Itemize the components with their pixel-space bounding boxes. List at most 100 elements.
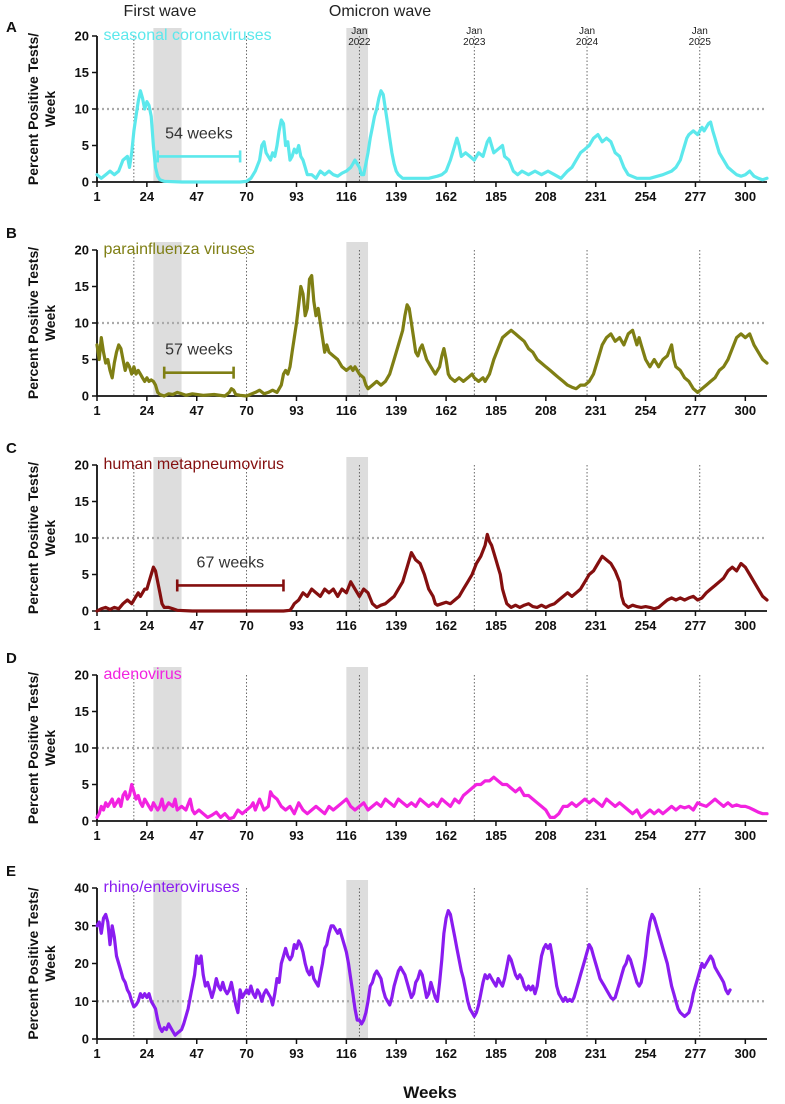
x-tick-label: 93 xyxy=(289,189,303,204)
series-name-label: seasonal coronaviruses xyxy=(104,27,272,44)
year-marker-label: Jan 2024 xyxy=(576,26,599,48)
series-name-label: human metapneumovirus xyxy=(104,456,285,473)
panel-letter-d: D xyxy=(6,650,17,667)
y-tick-label: 20 xyxy=(75,243,89,258)
x-tick-label: 231 xyxy=(585,618,607,633)
x-tick-label: 139 xyxy=(385,618,407,633)
x-tick-label: 116 xyxy=(336,403,357,418)
x-tick-label: 254 xyxy=(635,189,657,204)
x-tick-label: 24 xyxy=(140,828,155,843)
y-tick-label: 5 xyxy=(82,777,89,792)
x-tick-label: 185 xyxy=(485,618,507,633)
panel-c: 0 5 10 15 20 1 24 47 70 93 116 139 162 185 208 231 254 27… xyxy=(6,440,769,633)
x-tick-label: 208 xyxy=(535,828,557,843)
y-tick-label: 15 xyxy=(75,279,89,294)
y-axis-title: Percent Positive Tests/Week xyxy=(25,672,58,824)
y-tick-label: 20 xyxy=(75,956,89,971)
x-tick-label: 300 xyxy=(734,1046,756,1061)
y-tick-label: 15 xyxy=(75,704,89,719)
x-tick-label: 254 xyxy=(635,618,657,633)
x-tick-label: 300 xyxy=(734,189,756,204)
shaded-period-omicron-wave xyxy=(346,28,369,182)
x-tick-label: 24 xyxy=(140,403,155,418)
gap-label: 57 weeks xyxy=(165,342,233,359)
series-name-label: adenovirus xyxy=(104,666,182,683)
x-tick-label: 1 xyxy=(93,189,100,204)
series-line xyxy=(95,89,769,184)
shaded-period-omicron-wave xyxy=(346,457,369,611)
x-tick-label: 254 xyxy=(635,1046,657,1061)
y-tick-label: 20 xyxy=(75,668,89,683)
x-tick-label: 47 xyxy=(190,1046,204,1061)
x-tick-label: 139 xyxy=(385,828,407,843)
panel-letter-b: B xyxy=(6,225,17,242)
x-tick-label: 116 xyxy=(336,828,357,843)
x-tick-label: 70 xyxy=(239,828,253,843)
y-tick-label: 5 xyxy=(82,567,89,582)
x-tick-label: 93 xyxy=(289,403,303,418)
year-marker-label: Jan 2023 xyxy=(463,26,486,48)
series-line xyxy=(95,274,769,398)
x-tick-label: 254 xyxy=(635,828,657,843)
shaded-period-omicron-wave xyxy=(346,242,369,396)
x-tick-label: 185 xyxy=(485,1046,507,1061)
series-name-label: parainfluenza viruses xyxy=(104,241,255,258)
series-line xyxy=(95,532,769,613)
panel-letter-e: E xyxy=(6,863,16,880)
x-tick-label: 185 xyxy=(485,828,507,843)
x-tick-label: 300 xyxy=(734,403,756,418)
y-tick-label: 10 xyxy=(75,741,89,756)
y-tick-label: 0 xyxy=(82,1032,89,1047)
x-tick-label: 70 xyxy=(239,1046,253,1061)
x-tick-label: 47 xyxy=(190,189,204,204)
x-tick-label: 162 xyxy=(435,618,457,633)
x-tick-label: 24 xyxy=(140,618,155,633)
x-tick-label: 93 xyxy=(289,828,303,843)
x-tick-label: 231 xyxy=(585,403,607,418)
panel-a: Jan 2022 Jan 2023 Jan 2024 Jan 2025 0 5 10 15 20 1 24 4… xyxy=(6,19,769,204)
panel-letter-a: A xyxy=(6,19,17,36)
year-marker-label: Jan 2022 xyxy=(348,26,371,48)
x-axis-title: Weeks xyxy=(403,1083,457,1102)
y-tick-label: 30 xyxy=(75,918,89,933)
panel-d: 0 5 10 15 20 1 24 47 70 93 116 139 162 185 208 231 254 27… xyxy=(6,650,769,843)
x-tick-label: 1 xyxy=(93,828,100,843)
x-tick-label: 231 xyxy=(585,828,607,843)
x-tick-label: 277 xyxy=(685,828,707,843)
x-tick-label: 231 xyxy=(585,1046,607,1061)
omicron-wave-label: Omicron wave xyxy=(329,3,431,20)
x-tick-label: 208 xyxy=(535,189,557,204)
y-axis-title: Percent Positive Tests/Week xyxy=(25,247,58,399)
x-tick-label: 185 xyxy=(485,189,507,204)
x-tick-label: 93 xyxy=(289,618,303,633)
x-tick-label: 208 xyxy=(535,1046,557,1061)
y-tick-label: 0 xyxy=(82,814,89,829)
gap-label: 54 weeks xyxy=(165,125,233,142)
y-tick-label: 15 xyxy=(75,494,89,509)
y-tick-label: 10 xyxy=(75,316,89,331)
year-marker-label: Jan 2025 xyxy=(689,26,712,48)
x-tick-label: 300 xyxy=(734,828,756,843)
x-tick-label: 162 xyxy=(435,1046,457,1061)
y-tick-label: 10 xyxy=(75,531,89,546)
x-tick-label: 47 xyxy=(190,828,204,843)
series-name-label: rhino/enteroviruses xyxy=(104,879,240,896)
x-tick-label: 116 xyxy=(336,1046,357,1061)
y-tick-label: 20 xyxy=(75,29,89,44)
shaded-period-omicron-wave xyxy=(346,880,369,1039)
series-line xyxy=(95,775,769,821)
y-axis-title: Percent Positive Tests/Week xyxy=(25,887,58,1039)
x-tick-label: 162 xyxy=(435,828,457,843)
x-tick-label: 47 xyxy=(190,403,204,418)
series-line xyxy=(95,909,732,1037)
shaded-period-first-wave xyxy=(153,880,182,1039)
x-tick-label: 277 xyxy=(685,189,707,204)
y-tick-label: 15 xyxy=(75,65,89,80)
y-axis-title: Percent Positive Tests/Week xyxy=(25,33,58,185)
shaded-period-first-wave xyxy=(153,667,182,821)
x-tick-label: 24 xyxy=(140,1046,155,1061)
x-tick-label: 277 xyxy=(685,618,707,633)
x-tick-label: 208 xyxy=(535,403,557,418)
y-tick-label: 5 xyxy=(82,352,89,367)
